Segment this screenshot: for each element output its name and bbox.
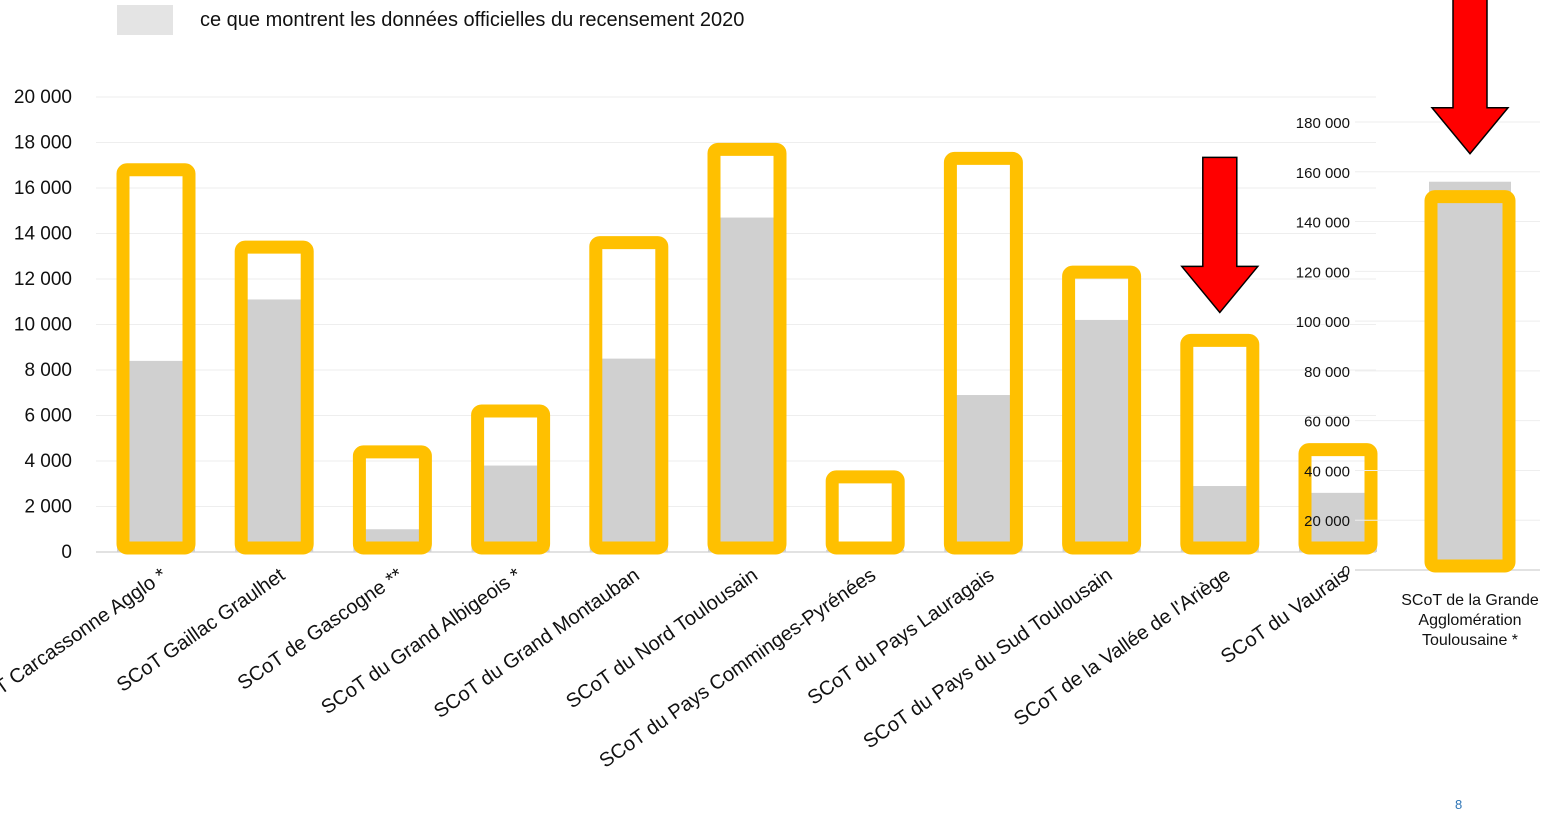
bar-official: [708, 217, 786, 552]
x-tick-label-line: SCoT de la Grande: [1401, 592, 1539, 609]
bar-official: [471, 465, 550, 552]
bar-official: [235, 299, 314, 552]
right-chart: 0 20 000 40 000 60 000 80 000 100 000 120 000 1…: [1296, 0, 1540, 649]
bar-official: [1180, 486, 1259, 552]
x-tick-label-line: Agglomération: [1418, 612, 1521, 629]
bar-outline: [1062, 265, 1142, 555]
x-tick-label: SCoT du Grand Albigeois *: [317, 564, 525, 719]
bar-outline: [1424, 190, 1516, 573]
y-tick-label: 12 000: [14, 269, 72, 290]
y-tick-label: 140 000: [1296, 215, 1350, 232]
y-tick-label: 2 000: [24, 497, 72, 518]
bar-outline: [116, 163, 196, 555]
y-tick-label: 6 000: [24, 406, 72, 427]
bar-outline: [234, 240, 314, 555]
bar-official: [1062, 319, 1141, 552]
x-tick-label: SCoT du Pays du Sud Toulousain: [859, 564, 1116, 753]
arrow-annotation: [1180, 156, 1260, 314]
y-tick-label: 180 000: [1296, 115, 1350, 132]
page-number: 8: [1455, 797, 1463, 812]
bar-official: [117, 360, 195, 552]
x-tick-label: SCoT de la Grande Agglomération Toulousain…: [1401, 592, 1539, 649]
bar-outline: [589, 236, 669, 555]
y-tick-label: 20 000: [1304, 513, 1350, 530]
bar-official: [944, 395, 1023, 552]
y-tick-label: 14 000: [14, 224, 72, 245]
y-tick-label: 0: [61, 542, 72, 563]
x-tick-label: SCoT du Vaurais: [1217, 564, 1353, 668]
bar-outline: [943, 151, 1023, 555]
bar-outline: [1180, 333, 1260, 555]
arrow-annotation: [1430, 0, 1510, 155]
bar-outline: [825, 470, 905, 555]
x-tick-label: SCoT du Nord Toulousain: [562, 564, 762, 713]
y-tick-label: 80 000: [1304, 364, 1350, 381]
bar-outline: [1298, 443, 1378, 555]
y-tick-label: 20 000: [14, 87, 72, 108]
y-tick-label: 60 000: [1304, 414, 1350, 431]
left-chart: 0 2 000 4 000 6 000 8 000 10 000 12 000 14 000 1…: [0, 87, 1378, 773]
y-tick-label: 4 000: [24, 451, 72, 472]
y-tick-label: 16 000: [14, 178, 72, 199]
x-tick-label-line: Toulousaine *: [1422, 632, 1518, 649]
x-tick-label: SCoT Carcassonne Agglo *: [0, 564, 171, 722]
y-tick-label: 40 000: [1304, 463, 1350, 480]
y-tick-label: 8 000: [24, 360, 72, 381]
bar-outline: [707, 142, 787, 555]
legend-swatch: [117, 5, 173, 35]
y-tick-label: 0: [1342, 563, 1350, 580]
x-tick-label: SCoT du Pays Lauragais: [804, 564, 998, 709]
y-tick-label: 120 000: [1296, 264, 1350, 281]
bar-outline: [352, 445, 432, 555]
x-tick-label: SCoT du Grand Montauban: [430, 564, 644, 723]
y-tick-label: 160 000: [1296, 165, 1350, 182]
y-tick-label: 100 000: [1296, 314, 1350, 331]
y-tick-label: 18 000: [14, 133, 72, 154]
y-tick-label: 10 000: [14, 315, 72, 336]
bar-official: [589, 358, 668, 552]
bar-outline: [471, 404, 551, 555]
bar-official: [1429, 181, 1511, 570]
x-tick-label: SCoT de la Vallée de l'Ariège: [1010, 564, 1235, 730]
legend-label: ce que montrent les données officielles …: [200, 9, 745, 31]
